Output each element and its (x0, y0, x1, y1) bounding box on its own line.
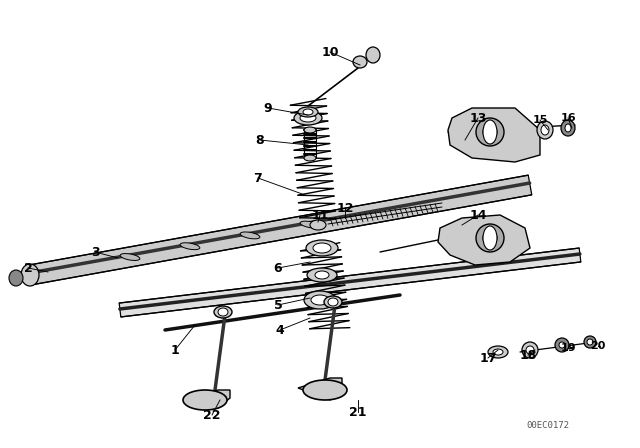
Circle shape (584, 336, 596, 348)
Text: 6: 6 (274, 262, 282, 275)
Text: 20: 20 (590, 341, 605, 351)
Circle shape (483, 231, 497, 245)
Ellipse shape (311, 295, 329, 305)
Polygon shape (28, 175, 532, 285)
Text: 3: 3 (91, 246, 99, 258)
Ellipse shape (315, 271, 329, 279)
Text: 9: 9 (264, 102, 272, 115)
Ellipse shape (561, 120, 575, 136)
Text: 00EC0172: 00EC0172 (527, 421, 570, 430)
Ellipse shape (300, 114, 316, 122)
Ellipse shape (300, 221, 320, 228)
Text: 2: 2 (24, 262, 33, 275)
Ellipse shape (240, 232, 260, 239)
Ellipse shape (218, 308, 228, 316)
Circle shape (559, 342, 565, 348)
Ellipse shape (483, 226, 497, 250)
Circle shape (587, 339, 593, 345)
Text: 5: 5 (274, 298, 282, 311)
Polygon shape (190, 390, 230, 408)
Ellipse shape (9, 270, 23, 286)
Polygon shape (448, 108, 540, 162)
Ellipse shape (328, 298, 338, 306)
Ellipse shape (488, 346, 508, 358)
Text: 12: 12 (336, 202, 354, 215)
Ellipse shape (493, 349, 503, 355)
Circle shape (522, 342, 538, 358)
Text: 21: 21 (349, 405, 367, 418)
Text: 10: 10 (321, 46, 339, 59)
Text: 8: 8 (256, 134, 264, 146)
Circle shape (476, 224, 504, 252)
Text: 19: 19 (560, 343, 576, 353)
Text: 7: 7 (253, 172, 262, 185)
Text: 14: 14 (469, 208, 487, 221)
Text: 16: 16 (560, 113, 576, 123)
Polygon shape (438, 215, 530, 265)
Ellipse shape (310, 220, 326, 230)
Circle shape (476, 118, 504, 146)
Ellipse shape (294, 111, 322, 125)
Ellipse shape (324, 296, 342, 308)
Polygon shape (298, 378, 342, 400)
Text: 22: 22 (204, 409, 221, 422)
Text: 17: 17 (479, 352, 497, 365)
Ellipse shape (183, 390, 227, 410)
Ellipse shape (537, 121, 553, 139)
Circle shape (526, 346, 534, 354)
Ellipse shape (306, 240, 338, 256)
Ellipse shape (541, 125, 549, 135)
Text: 15: 15 (532, 115, 548, 125)
Ellipse shape (565, 124, 571, 132)
Ellipse shape (120, 254, 140, 260)
Ellipse shape (304, 291, 336, 309)
Ellipse shape (353, 56, 367, 68)
Text: 18: 18 (519, 349, 537, 362)
Ellipse shape (214, 306, 232, 318)
Text: 11: 11 (311, 208, 329, 221)
Ellipse shape (21, 264, 39, 286)
Polygon shape (119, 248, 581, 317)
Text: 4: 4 (276, 323, 284, 336)
Ellipse shape (304, 127, 316, 133)
Ellipse shape (298, 107, 318, 117)
Ellipse shape (304, 155, 316, 161)
Ellipse shape (483, 120, 497, 144)
Ellipse shape (313, 243, 331, 253)
Ellipse shape (307, 268, 337, 282)
Circle shape (483, 125, 497, 139)
Ellipse shape (303, 380, 347, 400)
Text: 13: 13 (469, 112, 486, 125)
Ellipse shape (366, 47, 380, 63)
Ellipse shape (303, 109, 313, 115)
Ellipse shape (180, 243, 200, 250)
Text: 1: 1 (171, 344, 179, 357)
Circle shape (555, 338, 569, 352)
